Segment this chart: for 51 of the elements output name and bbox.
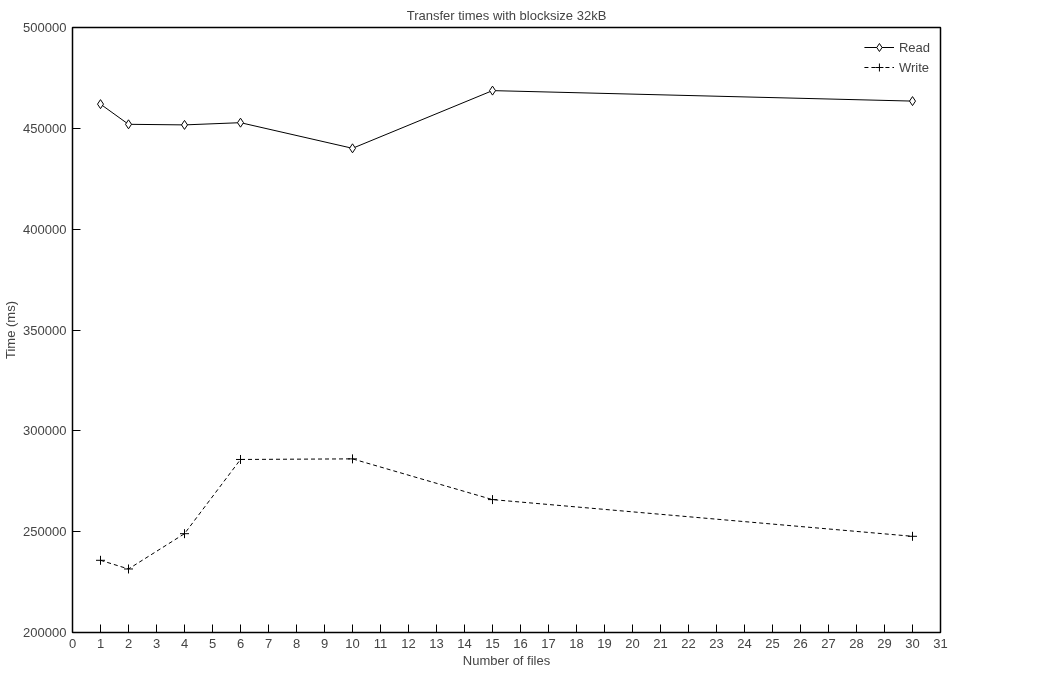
- legend-label: Write: [898, 59, 930, 75]
- y-tick-label: 500000: [23, 20, 67, 35]
- x-tick-label: 5: [208, 635, 217, 651]
- x-tick-label: 10: [345, 635, 360, 651]
- x-tick-label: 25: [765, 635, 780, 651]
- x-tick-label: 0: [68, 635, 77, 651]
- x-tick-label: 29: [877, 635, 892, 651]
- point: [347, 453, 358, 464]
- x-tick-label: 28: [849, 635, 864, 651]
- x-tick-label: 30: [905, 635, 920, 651]
- x-tick-label: 13: [429, 635, 444, 651]
- x-tick-label: 20: [625, 635, 640, 651]
- x-tick-label: 8: [292, 635, 301, 651]
- x-tick-label: 21: [653, 635, 668, 651]
- point: [123, 563, 134, 574]
- x-tick-label: 15: [485, 635, 500, 651]
- x-tick-label: 4: [180, 635, 189, 651]
- point: [235, 454, 246, 465]
- y-tick-label: 400000: [23, 221, 67, 237]
- x-tick-label: 16: [513, 635, 528, 651]
- y-axis-title: Time (ms): [3, 300, 19, 359]
- point: [95, 555, 106, 566]
- point: [179, 528, 190, 539]
- x-tick-label: 27: [821, 635, 836, 651]
- chart-title: Transfer times with blocksize 32kB: [406, 7, 607, 23]
- y-tick-label: 250000: [23, 524, 67, 540]
- x-tick-label: 31: [933, 635, 948, 651]
- y-tick-label: 200000: [23, 625, 67, 640]
- x-tick-label: 18: [569, 635, 584, 651]
- x-tick-label: 17: [541, 635, 556, 651]
- x-tick-label: 7: [264, 635, 273, 651]
- legend-label: Read: [898, 39, 930, 55]
- x-tick-label: 23: [709, 635, 724, 651]
- x-tick-label: 1: [96, 635, 105, 651]
- y-tick-label: 300000: [23, 423, 67, 439]
- x-tick-label: 24: [737, 635, 752, 651]
- x-tick-label: 19: [597, 635, 612, 651]
- x-tick-label: 2: [124, 635, 133, 651]
- x-tick-label: 14: [457, 635, 472, 651]
- x-tick-label: 6: [236, 635, 245, 651]
- x-tick-label: 11: [373, 635, 388, 651]
- x-tick-label: 12: [401, 635, 416, 651]
- x-tick-label: 9: [320, 635, 329, 651]
- x-tick-label: 22: [681, 635, 696, 651]
- point: [907, 531, 918, 542]
- x-tick-label: 3: [152, 635, 161, 651]
- x-tick-label: 26: [793, 635, 808, 651]
- x-axis-title: Number of files: [462, 652, 551, 668]
- y-tick-label: 450000: [23, 120, 67, 136]
- point: [487, 494, 498, 505]
- y-tick-label: 350000: [23, 322, 67, 338]
